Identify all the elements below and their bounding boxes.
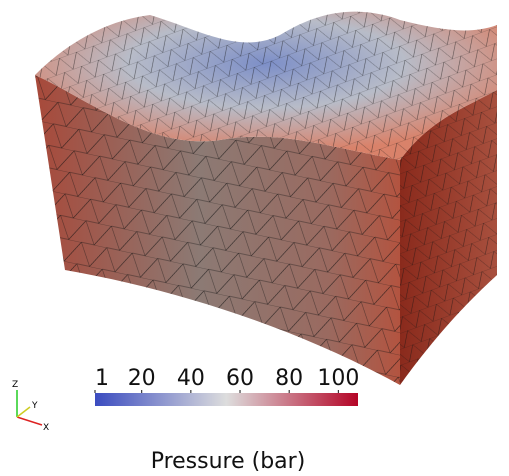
y-axis [17,407,30,417]
tick-label: 60 [226,366,254,391]
mesh-block [35,12,497,385]
tick-label: 1 [95,366,109,391]
colorbar-ramp [95,393,358,406]
tick-label: 40 [177,366,205,391]
tick-label: 100 [317,366,359,391]
colorbar: 1 20 40 60 80 100 [95,366,359,406]
render-view: Z Y X Pressure (bar) 1 20 40 60 80 100 [0,0,509,476]
y-label: Y [31,401,38,411]
tick-label: 20 [128,366,156,391]
x-label: X [43,423,49,433]
colorbar-title: Pressure (bar) [151,449,306,474]
page: {"colorbar": {"title": "Pressure (bar)",… [0,0,509,476]
x-axis [17,417,42,425]
axes-triad: Z Y X [12,380,49,433]
tick-label: 80 [275,366,303,391]
z-label: Z [12,380,18,390]
